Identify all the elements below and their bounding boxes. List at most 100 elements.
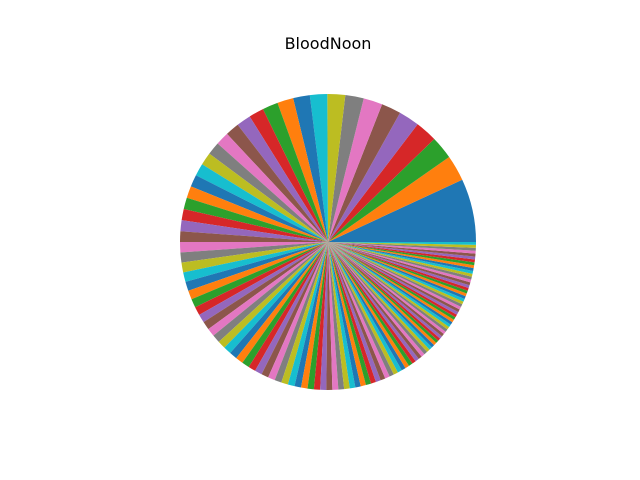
chart-title: BloodNoon [285,34,372,53]
pie-slice [328,242,464,305]
pie-slice [268,242,328,381]
pie-slice [328,242,406,371]
pie-slice [328,242,390,379]
pie-slice [328,242,439,343]
pie-slice [230,242,328,359]
pie-slice [328,242,476,260]
pie-slice [188,242,328,300]
pie-slice [179,231,328,242]
pie-slice [328,242,476,248]
pie-slice [274,242,328,383]
pie-slice [328,242,413,366]
pie-slice [328,242,361,388]
pie-slice [208,242,328,336]
pie-slice [328,242,460,313]
pie-slice [328,242,472,283]
pie-slice [328,242,454,323]
pie-slice [328,242,441,341]
pie-slice [226,124,328,242]
pie-slice [183,242,328,282]
pie-slice [195,164,328,242]
pie-slice [328,242,451,328]
pie-slice [328,242,475,269]
pie-slice [328,242,473,277]
pie-slice [328,242,356,389]
pie-slice [328,242,476,251]
pie-slice [328,242,461,310]
pie-slice [217,133,328,242]
pie-slice [328,104,401,243]
pie-slice [281,242,328,385]
pie-slice [328,242,465,302]
pie-slice [186,186,328,242]
pie-slice [320,242,328,390]
pie-slice [262,102,328,243]
pie-slice [328,242,457,318]
pie-slice [328,242,376,384]
pie-slice [328,242,437,346]
pie-slice [328,242,366,387]
pie-slice [328,242,422,359]
pie-slice [327,93,346,242]
pie-slice [328,242,448,332]
pie-slice [191,242,328,308]
pie-slice [328,242,339,390]
pie-slice [328,242,428,355]
pie-slice [328,242,435,348]
pie-slice [328,242,386,381]
pie-slice [328,242,456,320]
pie-slice [328,242,463,307]
pie-slice [203,242,328,330]
pie-slice [218,242,328,348]
pie-slice [328,242,459,315]
pie-slice [181,208,328,242]
pie-slice [328,242,419,362]
pie-slice [328,242,443,339]
pie-slice [328,242,425,357]
pie-slice [277,98,328,242]
pie-slice [328,242,468,294]
pie-slice [328,242,446,335]
pie-slice [249,109,328,242]
pie-slices [179,93,476,390]
pie-slice [195,242,328,315]
pie-slice [328,242,345,390]
pie-slice [328,242,469,291]
pie-slice [237,116,328,242]
pie-slice [328,138,450,242]
pie-slice [287,242,328,387]
pie-slice [255,242,328,375]
pie-slice [326,242,333,390]
pie-slice [202,153,328,242]
pie-slice [328,242,467,297]
pie-slice [261,242,328,378]
pie-slice [294,242,328,388]
pie-slice [328,242,472,280]
pie-slice [179,242,328,253]
pie-slice [328,242,475,266]
pie-slice [248,242,328,371]
pie-slice [328,242,381,383]
pie-slice [328,112,418,242]
pie-slice [328,242,475,263]
pie-slice [293,95,328,242]
pie-slice [328,242,453,325]
pie-slice [328,242,350,390]
pie-slice [328,242,476,257]
pie-slice [328,242,430,352]
pie-slice [328,242,450,330]
pie-slice [328,242,444,337]
pie-slice [209,143,328,242]
pie-slice [328,242,471,286]
pie-slice [328,124,435,242]
pie-slice [224,242,328,354]
pie-slice [242,242,328,367]
pie-slice [328,242,402,373]
pie-slice [328,242,372,386]
pie-slice [328,95,364,243]
pie-slice [328,242,474,274]
pie-slice [180,242,328,263]
pie-slice [328,242,476,245]
pie-slice [328,242,474,272]
